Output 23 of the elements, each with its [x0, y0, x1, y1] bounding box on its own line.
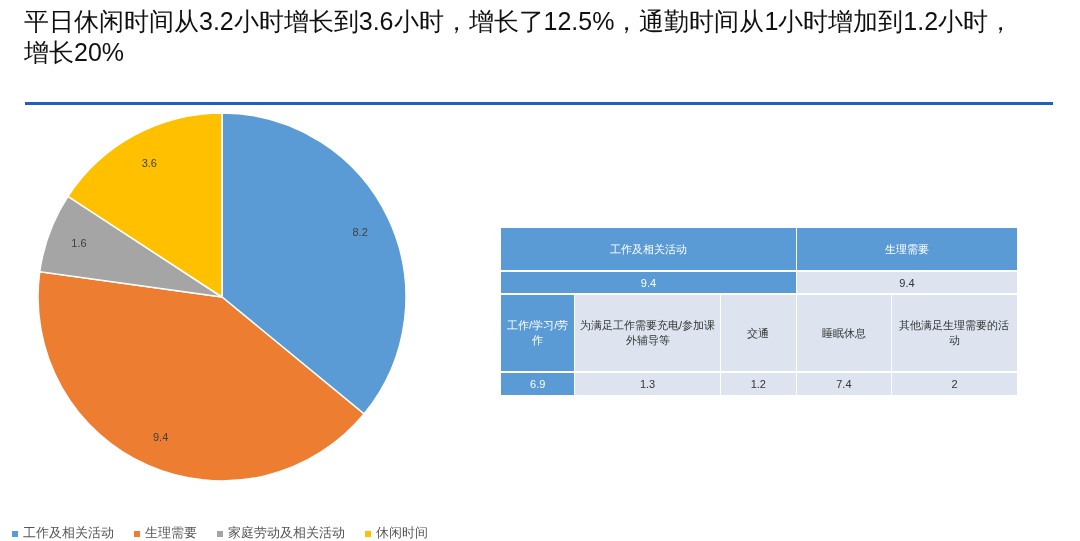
legend-label: 休闲时间 [375, 524, 428, 541]
text: 工作及相关活动 [501, 228, 797, 270]
text: 6.9 [501, 373, 576, 395]
legend-label: 生理需要 [144, 524, 197, 541]
legend-label: 工作及相关活动 [22, 524, 114, 541]
text: 平日休闲时间从3.2小时增长到3.6小时，增长了12.5%，通勤时间从1小时增加到1.2小时，增长20% [24, 6, 1015, 68]
text: 9.4 [796, 272, 1018, 293]
text: 7.4 [796, 373, 892, 395]
text: 1.2 [720, 373, 797, 395]
text: 工作/学习/劳作 [501, 295, 576, 371]
text: 其他满足生理需要的活动 [891, 295, 1018, 371]
data-label: 3.6 [141, 156, 157, 169]
text: 2 [891, 373, 1018, 395]
text: 睡眠休息 [796, 295, 892, 371]
text: 1.3 [575, 373, 721, 395]
text: 9.4 [501, 272, 797, 293]
legend-label: 家庭劳动及相关活动 [227, 524, 345, 541]
text: 交通 [720, 295, 797, 371]
data-label: 9.4 [153, 430, 169, 443]
data-label: 8.2 [352, 225, 368, 238]
text: 生理需要 [796, 228, 1018, 270]
data-label: 1.6 [71, 237, 87, 250]
text: 为满足工作需要充电/参加课外辅导等 [575, 295, 721, 371]
